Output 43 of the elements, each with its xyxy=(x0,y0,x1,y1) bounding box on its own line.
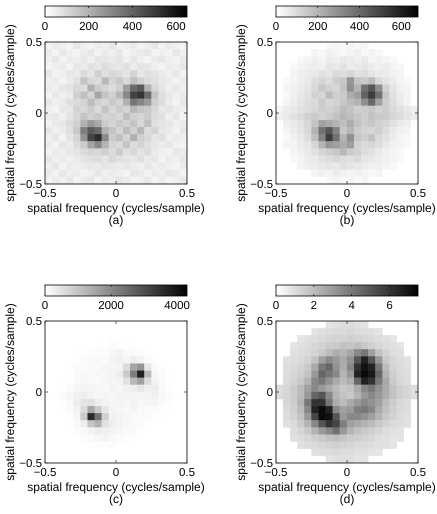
y-tick-label: 0.5 xyxy=(26,316,42,328)
color-bar-label: 4 xyxy=(348,300,356,312)
y-tick-label: −0.5 xyxy=(250,458,273,470)
y-tick-label: 0.5 xyxy=(257,316,273,328)
y-tick-label: 0.5 xyxy=(26,37,42,50)
color-bar-label: 2000 xyxy=(98,300,124,312)
x-tick-label: 0 xyxy=(112,467,120,479)
text: (d) xyxy=(340,492,354,506)
color-bar-label: 6 xyxy=(386,300,393,312)
x-tick-label: 0.5 xyxy=(410,467,426,479)
x-tick-label: 0.5 xyxy=(410,188,426,200)
y-axis-title: spatial frequency (cycles/sample) xyxy=(3,303,17,481)
x-tick-label: 0.5 xyxy=(179,188,195,200)
color-bar-label: 200 xyxy=(79,21,98,33)
color-bar-label: 200 xyxy=(308,21,328,33)
y-tick-label: −0.5 xyxy=(250,179,273,192)
text: (c) xyxy=(109,492,123,506)
text: (a) xyxy=(108,213,124,227)
y-tick-label: −0.5 xyxy=(19,179,42,192)
color-bar-label: 4000 xyxy=(164,300,190,312)
x-tick-label: 0 xyxy=(112,188,120,200)
color-bar-label: 600 xyxy=(166,21,186,33)
y-tick-label: 0 xyxy=(36,108,42,120)
x-axis-title: spatial frequency (cycles/sample) xyxy=(258,201,436,215)
y-tick-label: 0.5 xyxy=(257,37,273,50)
y-axis-title: spatial frequency (cycles/sample) xyxy=(3,24,17,202)
text: (b) xyxy=(340,213,354,227)
y-axis-title: spatial frequency (cycles/sample) xyxy=(234,303,248,481)
x-tick-label: 0.5 xyxy=(179,467,195,479)
y-tick-label: 0 xyxy=(266,387,273,400)
y-axis-title: spatial frequency (cycles/sample) xyxy=(234,24,248,202)
color-bar-label: 400 xyxy=(350,21,370,33)
x-tick-label: 0 xyxy=(344,467,350,479)
y-tick-label: 0 xyxy=(266,108,273,120)
x-axis-title: spatial frequency (cycles/sample) xyxy=(27,480,205,494)
color-bar-label: 2 xyxy=(310,300,318,312)
x-axis-title: spatial frequency (cycles/sample) xyxy=(258,480,436,494)
color-bar-label: 400 xyxy=(122,21,142,33)
y-tick-label: −0.5 xyxy=(19,458,42,470)
x-tick-label: 0 xyxy=(344,188,350,200)
y-tick-label: 0 xyxy=(36,387,42,400)
color-bar-label: 600 xyxy=(392,21,411,33)
x-axis-title: spatial frequency (cycles/sample) xyxy=(27,201,205,215)
